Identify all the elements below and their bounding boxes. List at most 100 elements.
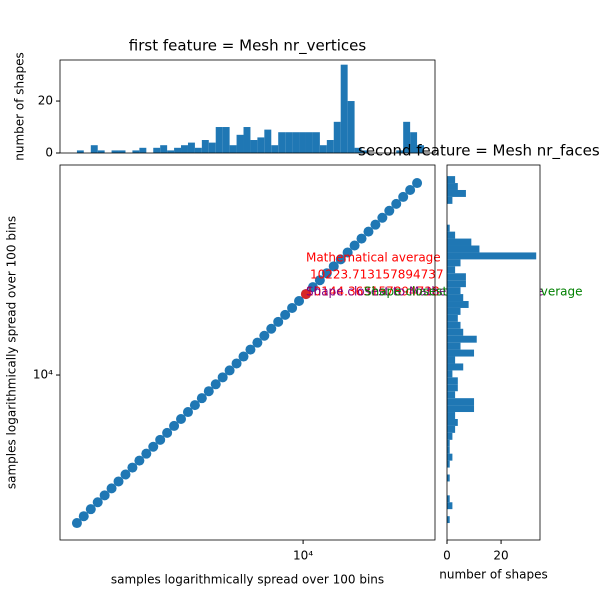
scatter-point — [245, 344, 256, 355]
scatter-point — [342, 247, 353, 258]
hist-bar — [410, 132, 418, 153]
hist-bar — [250, 140, 258, 153]
hist-bar — [160, 145, 168, 153]
hist-bar — [447, 328, 464, 336]
y-tick-label: 20 — [38, 94, 53, 108]
scatter-point — [280, 309, 291, 320]
hist-bar — [447, 516, 450, 524]
y-tick-label: 10⁴ — [33, 368, 53, 382]
scatter-point — [398, 191, 409, 202]
hist-bar — [153, 147, 161, 153]
hist-bar — [447, 405, 475, 413]
hist-bar — [447, 224, 450, 232]
scatter-point — [391, 198, 402, 209]
hist-bar — [292, 132, 300, 153]
scatter-point — [252, 337, 263, 348]
hist-bar — [326, 140, 334, 153]
hist-bar — [90, 145, 98, 153]
hist-bar — [447, 356, 456, 364]
hist-bar — [447, 377, 458, 385]
hist-bar — [222, 127, 230, 153]
y-axis-label: samples logarithmically spread over 100 … — [5, 216, 19, 489]
axes-frame — [59, 59, 436, 154]
hist-bar — [447, 425, 456, 433]
hist-bar — [447, 391, 456, 399]
scatter-point — [356, 233, 367, 244]
hist-bar — [447, 231, 456, 239]
hist-bar — [181, 145, 188, 153]
hist-bar — [243, 127, 251, 153]
hist-bar — [447, 314, 458, 322]
axes-frame — [59, 164, 436, 541]
hist-bar — [347, 101, 355, 153]
scatter-point — [155, 434, 166, 445]
hist-bar — [447, 370, 453, 378]
hist-bar — [447, 418, 458, 426]
hist-bar — [447, 252, 537, 260]
hist-bar — [417, 145, 425, 153]
hist-bar — [236, 134, 244, 153]
scatter-point — [99, 490, 110, 501]
scatter-point — [412, 178, 423, 189]
scatter-point — [106, 483, 117, 494]
hist-bar — [447, 321, 461, 329]
scatter-point — [176, 413, 187, 424]
scatter-point — [266, 323, 277, 334]
scatter-point — [314, 275, 325, 286]
scatter-point — [78, 511, 89, 522]
hist-bar — [278, 132, 286, 153]
scatter-point — [182, 407, 193, 418]
hist-bar — [118, 150, 126, 153]
scatter-point — [384, 205, 395, 216]
hist-bar — [208, 142, 216, 153]
annotation: 10144.363157894738 — [306, 285, 440, 299]
hist-bar — [447, 495, 450, 503]
hist-bar — [447, 238, 472, 246]
hist-bar — [447, 363, 464, 371]
hist-bar — [447, 287, 461, 295]
hist-bar — [354, 147, 362, 153]
hist-bar — [447, 245, 480, 253]
scatter-point — [217, 372, 228, 383]
hist-bar — [447, 474, 450, 482]
scatter-point — [113, 476, 124, 487]
hist-bar — [447, 432, 453, 440]
hist-bar — [319, 145, 327, 153]
hist-bar — [76, 150, 84, 153]
scatter-point — [287, 302, 298, 313]
x-tick-label: 10⁴ — [293, 549, 313, 563]
hist-bar — [285, 132, 293, 153]
hist-bar — [132, 150, 140, 153]
scatter-point — [189, 400, 200, 411]
hist-bar — [447, 280, 466, 288]
scatter-point — [363, 226, 374, 237]
hist-bar — [257, 137, 265, 153]
scatter-point — [224, 365, 235, 376]
scatter-point — [162, 427, 173, 438]
hist-bar — [174, 147, 182, 153]
scatter-point — [92, 497, 103, 508]
scatter-point — [148, 441, 159, 452]
hist-bar — [201, 140, 209, 153]
x-axis-label: number of shapes — [439, 568, 548, 582]
chart-title: first feature = Mesh nr_vertices — [129, 37, 367, 56]
scatter-point — [370, 219, 381, 230]
hist-bar — [312, 132, 320, 153]
highlight-point — [300, 289, 311, 300]
hist-bar — [447, 335, 477, 343]
scatter-point — [238, 351, 249, 362]
hist-bar — [447, 176, 456, 184]
scatter-point — [321, 268, 332, 279]
scatter-point — [169, 420, 180, 431]
scatter-point — [127, 462, 138, 473]
hist-bar — [447, 189, 466, 197]
scatter-point — [349, 240, 360, 251]
hist-bar — [215, 127, 223, 153]
scatter-point — [196, 393, 207, 404]
chart-title: second feature = Mesh nr_faces — [358, 142, 600, 161]
scatter-point — [328, 261, 339, 272]
hist-bar — [305, 132, 313, 153]
hist-bar — [271, 145, 279, 153]
hist-bar — [111, 150, 119, 153]
